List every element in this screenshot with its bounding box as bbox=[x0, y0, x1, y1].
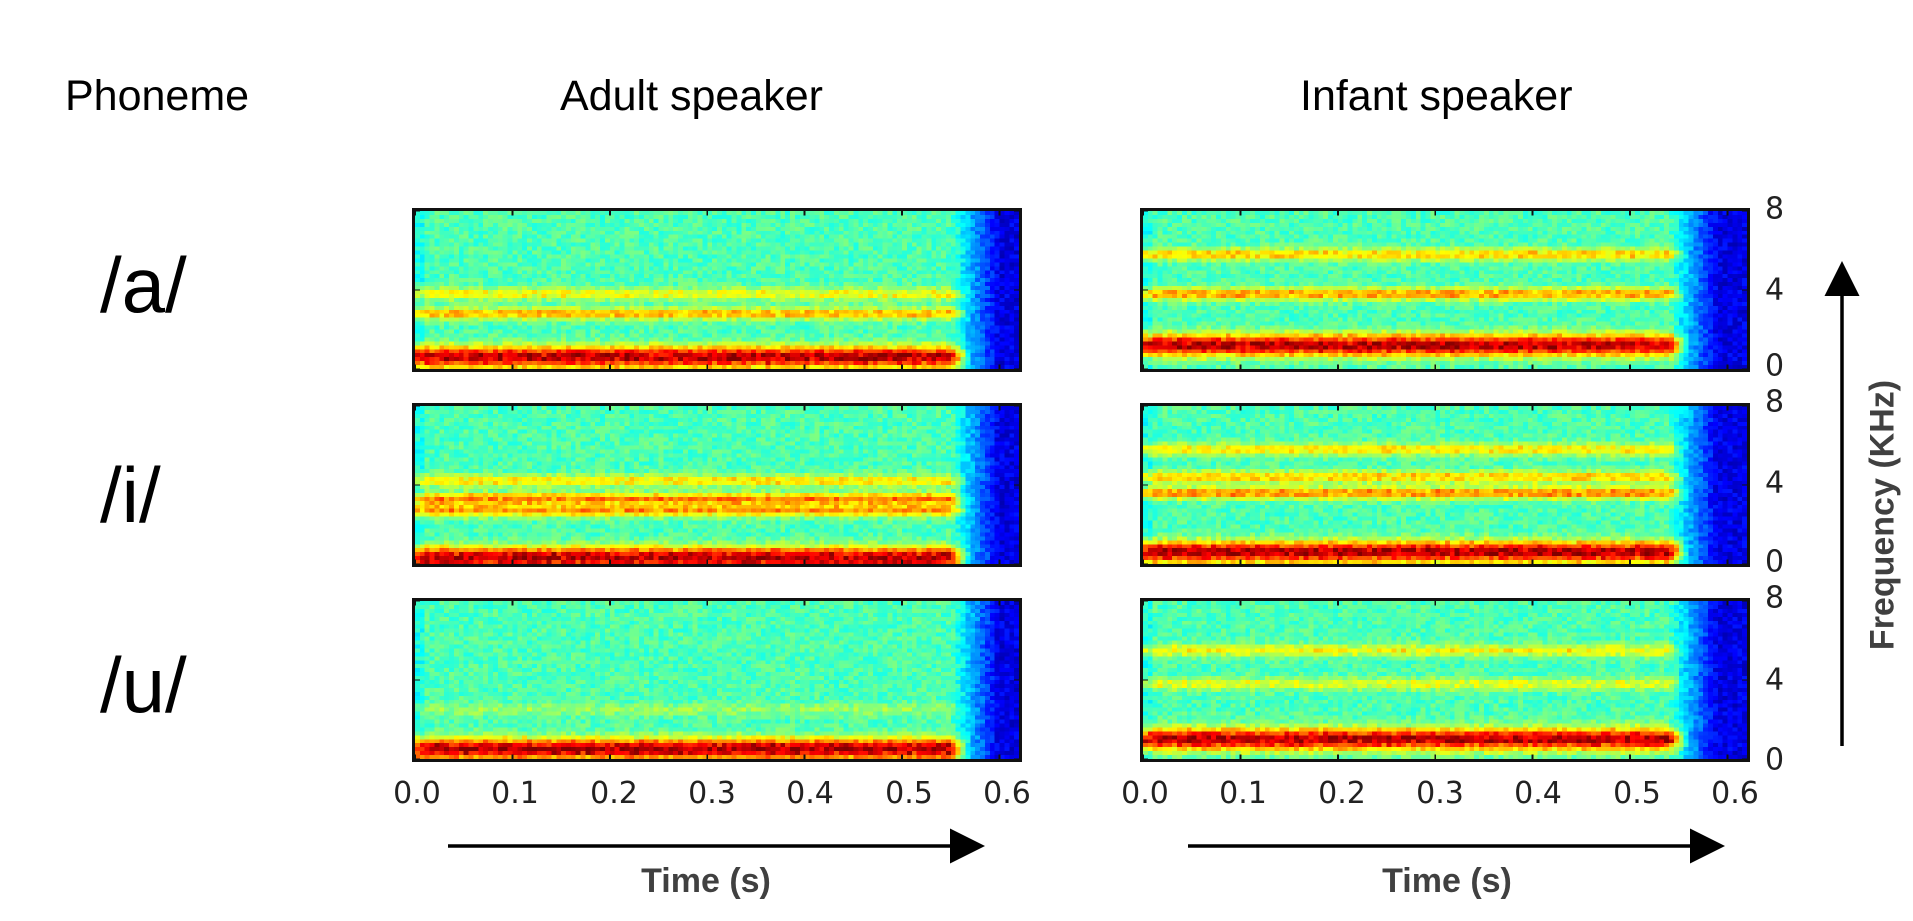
y-tick-8-row1: 8 bbox=[1765, 192, 1784, 227]
x-tick-infant-0.6: 0.6 bbox=[1711, 776, 1759, 811]
x-tick-adult-0.4: 0.4 bbox=[786, 776, 834, 811]
adult-speaker-header: Adult speaker bbox=[560, 72, 823, 121]
y-tick-0-row2: 0 bbox=[1765, 545, 1784, 580]
x-tick-infant-0.0: 0.0 bbox=[1121, 776, 1169, 811]
x-tick-infant-0.3: 0.3 bbox=[1416, 776, 1464, 811]
spectrogram-image bbox=[415, 211, 1019, 369]
spectrogram-adult-a bbox=[412, 208, 1022, 372]
spectrogram-image bbox=[1143, 211, 1747, 369]
x-tick-infant-0.1: 0.1 bbox=[1219, 776, 1267, 811]
phoneme-label-u: /u/ bbox=[100, 640, 187, 731]
y-tick-0-row1: 0 bbox=[1765, 349, 1784, 384]
y-tick-8-row2: 8 bbox=[1765, 385, 1784, 420]
infant-speaker-header: Infant speaker bbox=[1300, 72, 1573, 121]
x-tick-adult-0.2: 0.2 bbox=[590, 776, 638, 811]
spectrogram-image bbox=[1143, 406, 1747, 564]
spectrogram-infant-i bbox=[1140, 403, 1750, 567]
y-axis-label: Frequency (KHz) bbox=[1864, 380, 1903, 650]
spectrogram-image bbox=[1143, 601, 1747, 759]
spectrogram-adult-u bbox=[412, 598, 1022, 762]
spectrogram-image bbox=[415, 601, 1019, 759]
phoneme-header: Phoneme bbox=[65, 72, 249, 121]
x-tick-adult-0.5: 0.5 bbox=[885, 776, 933, 811]
spectrogram-image bbox=[415, 406, 1019, 564]
y-tick-4-row3: 4 bbox=[1765, 663, 1784, 698]
x-tick-adult-0.1: 0.1 bbox=[491, 776, 539, 811]
x-tick-adult-0.6: 0.6 bbox=[983, 776, 1031, 811]
x-tick-adult-0.0: 0.0 bbox=[393, 776, 441, 811]
phoneme-label-a: /a/ bbox=[100, 240, 187, 331]
y-tick-4-row2: 4 bbox=[1765, 466, 1784, 501]
spectrogram-adult-i bbox=[412, 403, 1022, 567]
x-axis-label-infant: Time (s) bbox=[1382, 862, 1512, 901]
y-tick-8-row3: 8 bbox=[1765, 581, 1784, 616]
spectrogram-infant-a bbox=[1140, 208, 1750, 372]
spectrogram-infant-u bbox=[1140, 598, 1750, 762]
x-tick-infant-0.2: 0.2 bbox=[1318, 776, 1366, 811]
x-tick-infant-0.4: 0.4 bbox=[1514, 776, 1562, 811]
x-tick-adult-0.3: 0.3 bbox=[688, 776, 736, 811]
x-axis-label-adult: Time (s) bbox=[641, 862, 771, 901]
x-tick-infant-0.5: 0.5 bbox=[1613, 776, 1661, 811]
y-tick-0-row3: 0 bbox=[1765, 743, 1784, 778]
phoneme-label-i: /i/ bbox=[100, 450, 161, 541]
y-tick-4-row1: 4 bbox=[1765, 273, 1784, 308]
